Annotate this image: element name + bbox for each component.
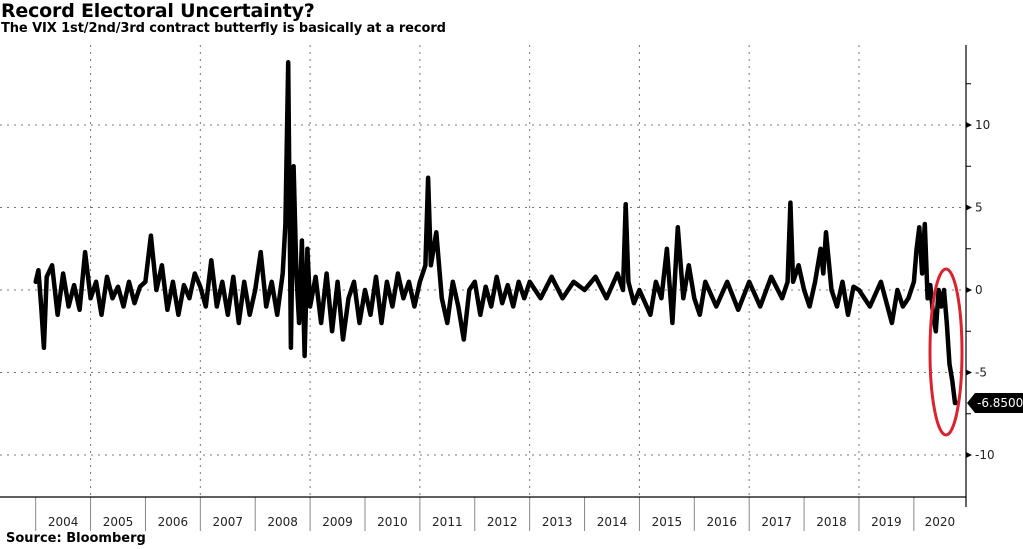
x-tick-label: 2007 [213,515,244,529]
x-tick-label: 2020 [925,515,956,529]
y-tick-label: 10 [975,118,990,132]
y-tick-marker [966,452,972,458]
x-tick-label: 2013 [542,515,573,529]
x-axis: 2004 2005 2006 2007 2008 2009 2010 2011 2012 2013… [0,496,966,531]
butterfly-series-line [33,60,961,406]
x-tick-label: 2005 [103,515,134,529]
source-note: Source: Bloomberg [6,531,146,546]
x-tick-label: 2012 [487,515,518,529]
x-tick-label: 2006 [158,515,189,529]
y-tick-marker [966,204,972,211]
x-tick-label: 2017 [761,515,792,529]
y-axis: 10 5 0 -5 -10 [965,45,995,507]
y-tick-label: -10 [975,448,995,462]
y-tick-marker [966,122,972,128]
last-value-text: -6.8500 [977,396,1023,410]
x-tick-label: 2019 [871,515,902,529]
x-tick-label: 2004 [48,515,79,529]
x-tick-label: 2008 [267,515,298,529]
x-tick-label: 2009 [322,515,353,529]
chart-subtitle: The VIX 1st/2nd/3rd contract butterfly i… [1,21,446,36]
x-tick-label: 2018 [816,515,847,529]
last-value-label: -6.8500 [967,393,1023,414]
x-tick-label: 2011 [432,515,463,529]
y-tick-label: -5 [975,366,987,380]
y-tick-label: 0 [975,283,983,297]
x-tick-label: 2014 [597,515,628,529]
x-tick-label: 2015 [652,515,683,529]
x-tick-label: 2010 [377,515,408,529]
x-tick-label: 2016 [706,515,737,529]
chart-title: Record Electoral Uncertainty? [1,0,315,22]
highlight-ellipse [928,267,964,437]
y-tick-marker [966,369,972,376]
y-tick-label: 5 [975,201,983,215]
y-tick-marker [966,287,972,293]
